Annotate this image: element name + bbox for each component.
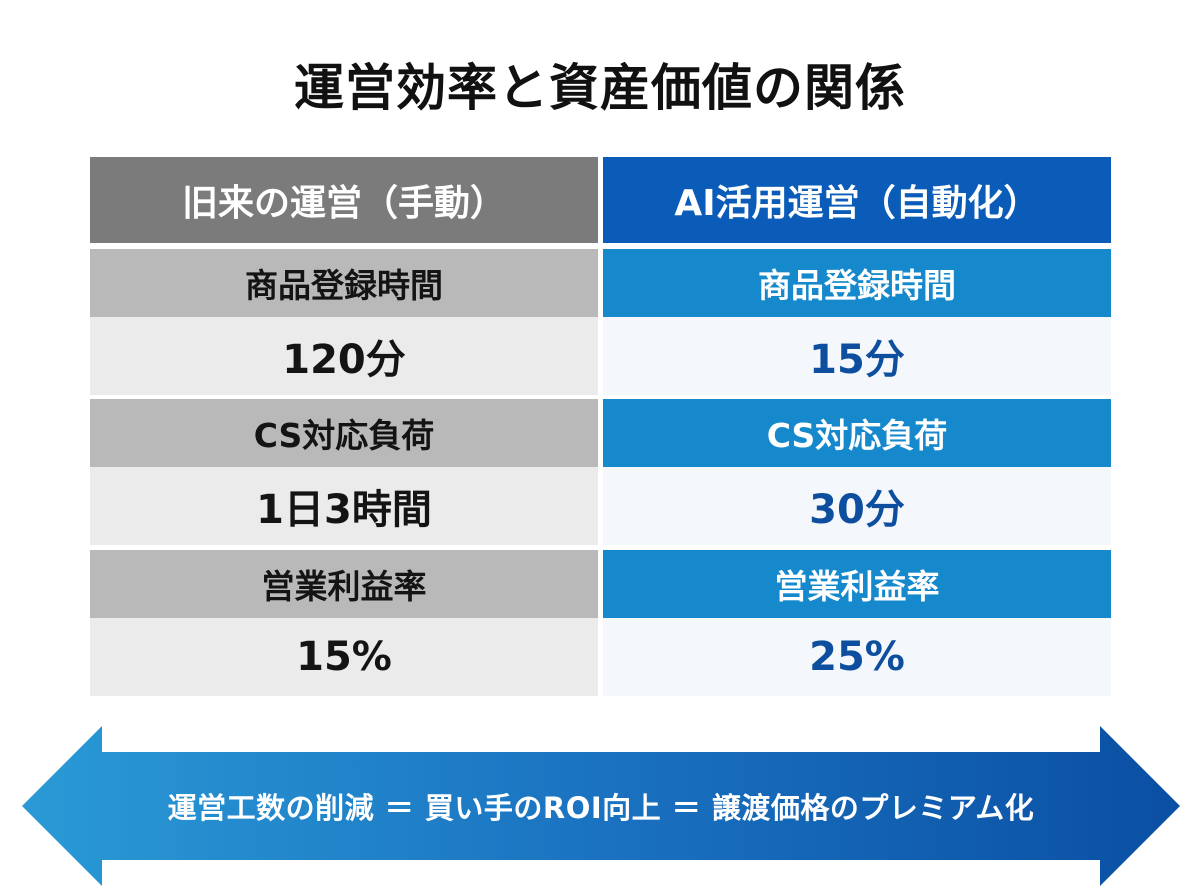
arrow-caption: 運営工数の削減 ＝ 買い手のROI向上 ＝ 譲渡価格のプレミアム化 bbox=[167, 791, 1035, 825]
ai-value-operating-margin: 25% bbox=[603, 618, 1111, 696]
legacy-value-operating-margin: 15% bbox=[90, 618, 598, 696]
ai-operation-column: AI活用運営（自動化） 商品登録時間 15分 CS対応負荷 30分 営業利益率 … bbox=[603, 157, 1111, 696]
ai-label-listing-time: 商品登録時間 bbox=[603, 249, 1111, 317]
legacy-value-cs-load: 1日3時間 bbox=[90, 467, 598, 545]
legacy-value-listing-time: 120分 bbox=[90, 317, 598, 395]
ai-value-cs-load: 30分 bbox=[603, 467, 1111, 545]
page-title: 運営効率と資産価値の関係 bbox=[294, 59, 906, 117]
legacy-header: 旧来の運営（手動） bbox=[90, 157, 598, 243]
ai-label-cs-load: CS対応負荷 bbox=[603, 399, 1111, 467]
ai-value-listing-time: 15分 bbox=[603, 317, 1111, 395]
legacy-label-operating-margin: 営業利益率 bbox=[90, 550, 598, 618]
ai-header: AI活用運営（自動化） bbox=[603, 157, 1111, 243]
comparison-table: 旧来の運営（手動） 商品登録時間 120分 CS対応負荷 1日3時間 営業利益率… bbox=[90, 157, 1114, 696]
legacy-operation-column: 旧来の運営（手動） 商品登録時間 120分 CS対応負荷 1日3時間 営業利益率… bbox=[90, 157, 598, 696]
legacy-label-listing-time: 商品登録時間 bbox=[90, 249, 598, 317]
ai-label-operating-margin: 営業利益率 bbox=[603, 550, 1111, 618]
double-headed-arrow: 運営工数の削減 ＝ 買い手のROI向上 ＝ 譲渡価格のプレミアム化 bbox=[22, 726, 1180, 886]
legacy-label-cs-load: CS対応負荷 bbox=[90, 399, 598, 467]
double-arrow-icon bbox=[22, 726, 1180, 886]
